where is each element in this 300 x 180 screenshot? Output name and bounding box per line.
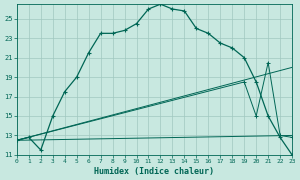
X-axis label: Humidex (Indice chaleur): Humidex (Indice chaleur) xyxy=(94,167,214,176)
